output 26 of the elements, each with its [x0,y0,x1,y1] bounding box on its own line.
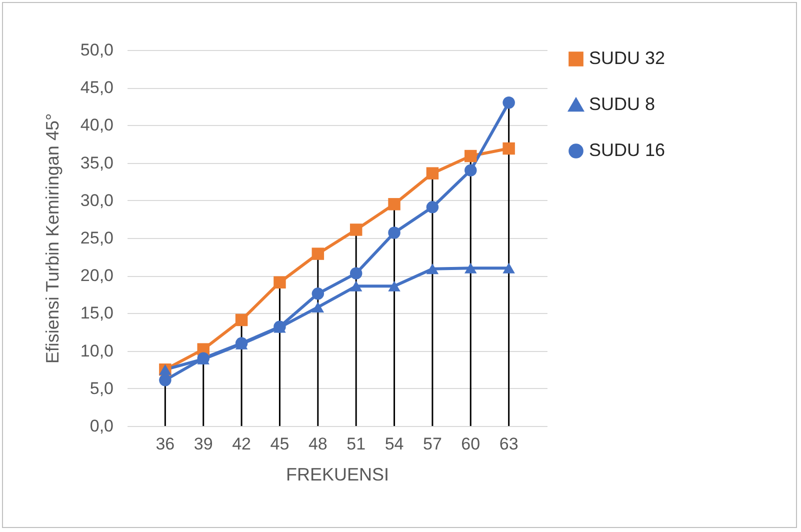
legend-label: SUDU 32 [589,48,666,68]
y-tick-label: 5,0 [90,378,114,398]
legend-label: SUDU 8 [589,94,656,114]
x-tick-label: 42 [232,434,252,454]
y-tick-label: 45,0 [80,78,114,98]
x-tick-label: 36 [156,434,175,454]
y-tick-label: 20,0 [80,266,114,286]
y-tick-label: 40,0 [80,116,114,135]
y-tick-label: 35,0 [80,153,114,172]
x-axis-title: FREKUENSI [286,464,390,484]
y-tick-label: 30,0 [80,190,114,210]
x-tick-label: 45 [270,434,290,454]
x-tick-label: 63 [499,434,518,454]
y-tick-label: 10,0 [80,341,114,360]
y-tick-label: 25,0 [80,228,114,248]
y-tick-label: 15,0 [80,304,114,323]
x-tick-label: 39 [194,434,213,454]
y-tick-label: 0,0 [90,416,114,436]
x-tick-label: 51 [346,434,366,454]
x-tick-label: 48 [308,434,328,454]
x-tick-label: 60 [461,434,480,454]
x-tick-label: 57 [422,434,442,454]
y-axis-title: Efisiensi Turbin Kemiringan 45° [42,113,62,364]
x-tick-label: 54 [384,434,404,454]
legend-label: SUDU 16 [589,140,666,160]
y-tick-label: 50,0 [80,40,114,60]
